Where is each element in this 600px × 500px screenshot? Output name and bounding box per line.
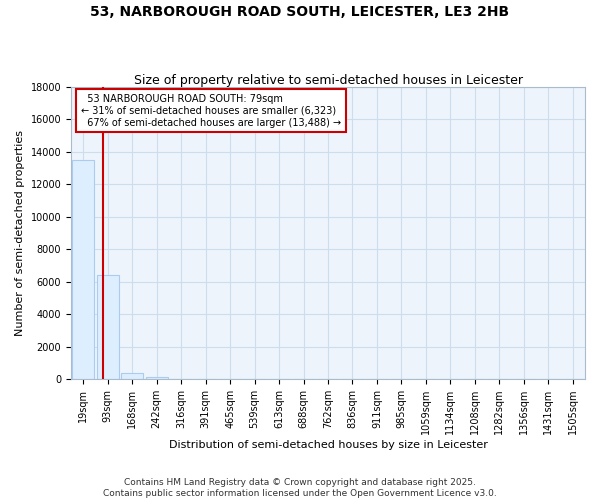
Bar: [72, 160, 94, 379]
Y-axis label: Number of semi-detached properties: Number of semi-detached properties: [15, 130, 25, 336]
Bar: [121, 372, 143, 379]
Title: Size of property relative to semi-detached houses in Leicester: Size of property relative to semi-detach…: [134, 74, 523, 87]
X-axis label: Distribution of semi-detached houses by size in Leicester: Distribution of semi-detached houses by …: [169, 440, 487, 450]
Text: 53, NARBOROUGH ROAD SOUTH, LEICESTER, LE3 2HB: 53, NARBOROUGH ROAD SOUTH, LEICESTER, LE…: [91, 5, 509, 19]
Text: 53 NARBOROUGH ROAD SOUTH: 79sqm
← 31% of semi-detached houses are smaller (6,323: 53 NARBOROUGH ROAD SOUTH: 79sqm ← 31% of…: [82, 94, 341, 128]
Text: Contains HM Land Registry data © Crown copyright and database right 2025.
Contai: Contains HM Land Registry data © Crown c…: [103, 478, 497, 498]
Bar: [146, 377, 168, 379]
Bar: [97, 276, 119, 379]
